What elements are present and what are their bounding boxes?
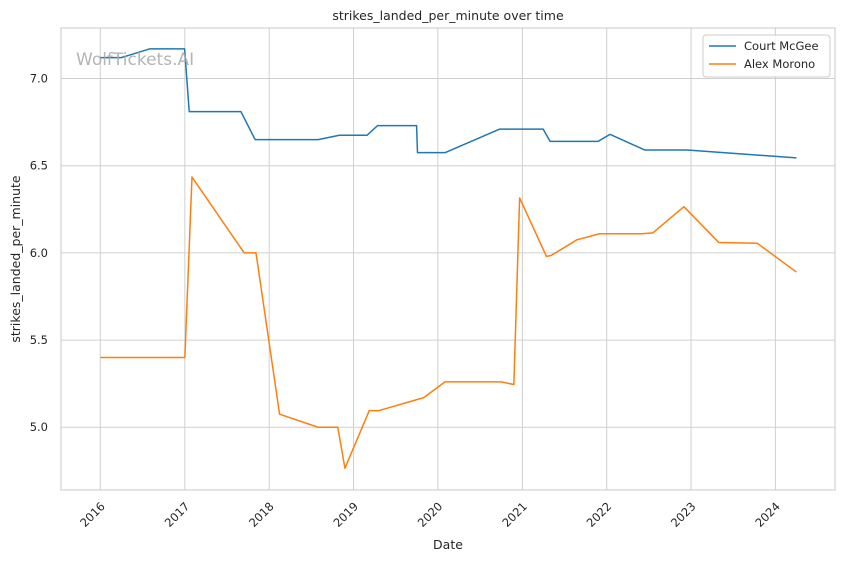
y-tick-label: 5.5 bbox=[30, 333, 48, 347]
y-tick-labels: 5.0 5.5 6.0 6.5 7.0 bbox=[30, 72, 48, 435]
y-tick-label: 5.0 bbox=[30, 420, 48, 434]
series-lines bbox=[100, 48, 797, 469]
y-tick-label: 6.5 bbox=[30, 159, 48, 173]
plot-frame bbox=[60, 27, 836, 491]
series-line-alex-morono bbox=[100, 176, 797, 469]
y-tick-label: 6.0 bbox=[30, 246, 48, 260]
x-axis-title: Date bbox=[433, 537, 463, 552]
series-line-court-mcgee bbox=[100, 48, 797, 159]
grid bbox=[61, 28, 835, 490]
y-axis-title: strikes_landed_per_minute bbox=[8, 175, 23, 343]
legend-label-alex-morono: Alex Morono bbox=[744, 57, 815, 71]
legend-label-court-mcgee: Court McGee bbox=[744, 39, 819, 53]
legend: Court McGee Alex Morono bbox=[702, 34, 831, 78]
chart-title: strikes_landed_per_minute over time bbox=[332, 8, 564, 23]
watermark: WolfTickets.AI bbox=[76, 50, 194, 70]
y-tick-label: 7.0 bbox=[30, 72, 48, 86]
